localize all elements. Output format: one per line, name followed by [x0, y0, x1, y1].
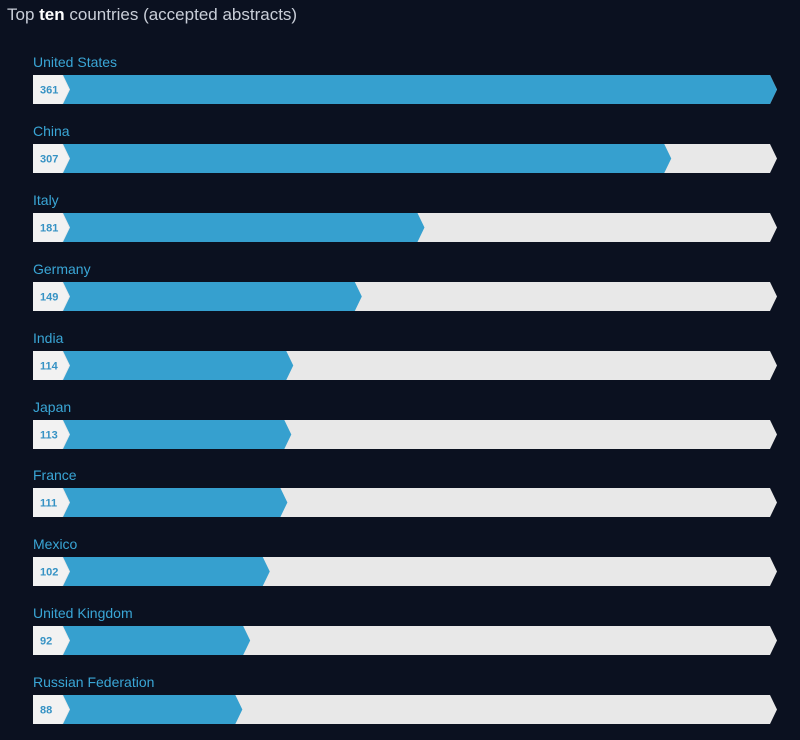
value-label: 114: [40, 360, 59, 372]
category-label: Russian Federation: [33, 674, 155, 691]
value-badge: [33, 419, 69, 449]
value-badge: [33, 488, 69, 518]
value-badge: [33, 350, 69, 380]
value-badge: [33, 626, 69, 656]
bar-row: France 111: [33, 467, 779, 527]
bar-row: Mexico 102: [33, 536, 779, 596]
value-label: 92: [40, 636, 52, 648]
bar-row: Japan 113: [33, 399, 779, 459]
bar-row: China 307: [33, 123, 779, 183]
category-label: China: [33, 122, 70, 139]
bar-graphic: 181: [33, 212, 777, 242]
bar-graphic: 111: [33, 488, 777, 518]
bar-graphic: 149: [33, 281, 777, 311]
bar-fill: [63, 212, 425, 242]
category-label: Mexico: [33, 536, 78, 553]
value-badge: [33, 143, 69, 173]
bar-graphic: 92: [33, 626, 777, 656]
category-label: India: [33, 329, 64, 346]
bar-graphic: 114: [33, 350, 777, 380]
category-label: Japan: [33, 398, 72, 415]
category-label: United Kingdom: [33, 605, 133, 622]
category-label: United States: [33, 54, 118, 70]
bar-fill: [63, 281, 362, 311]
title-emphasis: ten: [39, 5, 65, 24]
bar-graphic: 102: [33, 557, 777, 587]
value-badge: [33, 557, 69, 587]
bar-fill: [63, 488, 288, 518]
bar-graphic: 361: [33, 75, 777, 104]
title-suffix: countries (accepted abstracts): [64, 5, 298, 24]
category-label: Germany: [33, 260, 91, 277]
bar-fill: [63, 626, 251, 656]
bar-fill: [63, 75, 777, 104]
bar-fill: [63, 419, 292, 449]
bar-fill: [63, 143, 672, 173]
value-label: 307: [40, 153, 58, 165]
category-label: France: [33, 467, 77, 484]
value-label: 111: [40, 498, 57, 510]
value-label: 181: [40, 222, 58, 234]
value-label: 102: [40, 567, 58, 579]
bar-fill: [63, 695, 243, 725]
category-label: Italy: [33, 191, 59, 208]
bar-row: Italy 181: [33, 192, 779, 252]
bar-graphic: 113: [33, 419, 777, 449]
value-badge: [33, 281, 69, 311]
bar-graphic: 88: [33, 695, 777, 725]
bar-fill: [63, 557, 270, 587]
bar-row: Germany 149: [33, 261, 779, 321]
value-badge: [33, 212, 69, 242]
value-badge: [33, 695, 69, 725]
title-prefix: Top: [7, 5, 40, 24]
bar-row: India 114: [33, 330, 779, 390]
value-badge: [33, 75, 69, 104]
value-label: 88: [40, 705, 52, 717]
value-label: 113: [40, 429, 58, 441]
value-label: 361: [40, 85, 58, 97]
bar-row: United States 361: [33, 54, 779, 114]
bar-fill: [63, 350, 294, 380]
bar-row: United Kingdom 92: [33, 605, 779, 665]
page-title: Top ten countries (accepted abstracts): [7, 5, 297, 25]
bar-row: Russian Federation 88: [33, 674, 779, 734]
bar-graphic: 307: [33, 143, 777, 173]
value-label: 149: [40, 291, 58, 303]
